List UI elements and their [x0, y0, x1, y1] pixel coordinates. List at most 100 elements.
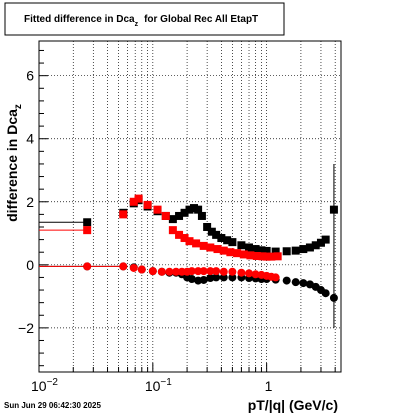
- data-point: [233, 249, 242, 258]
- data-point: [212, 230, 221, 239]
- data-point: [237, 268, 246, 277]
- data-point: [175, 211, 184, 220]
- data-point: [189, 204, 198, 213]
- data-point: [219, 273, 228, 282]
- data-point: [199, 275, 208, 284]
- x-axis-label: pT/|q| (GeV/c): [248, 397, 338, 413]
- data-point: [129, 263, 138, 272]
- data-point: [185, 237, 194, 246]
- chart-title-box: Fitted difference in Dcaz for Global Rec …: [4, 2, 285, 36]
- data-point: [148, 267, 157, 276]
- data-point: [329, 293, 338, 302]
- error-bars: [39, 163, 335, 328]
- data-point: [203, 222, 212, 231]
- data-point: [223, 236, 232, 245]
- data-point: [271, 273, 280, 282]
- data-point: [267, 252, 276, 261]
- data-point: [180, 208, 189, 217]
- data-point: [321, 235, 330, 244]
- data-point: [228, 267, 237, 276]
- data-point: [194, 205, 203, 214]
- data-point: [175, 230, 184, 239]
- data-point: [119, 210, 128, 219]
- data-point: [168, 226, 177, 235]
- data-point: [273, 252, 282, 261]
- data-point: [207, 227, 216, 236]
- data-point: [192, 239, 201, 248]
- series-group: [83, 262, 280, 282]
- data-point: [299, 245, 308, 254]
- data-point: [251, 245, 260, 254]
- data-point: [271, 247, 280, 256]
- y-tick-label: 0: [26, 257, 34, 273]
- data-point: [161, 211, 170, 220]
- data-point: [329, 205, 338, 214]
- data-point: [143, 200, 152, 209]
- data-point: [83, 262, 92, 271]
- data-point: [316, 238, 325, 247]
- data-point: [311, 241, 320, 250]
- data-point: [239, 250, 248, 259]
- data-point: [291, 278, 300, 287]
- x-tick-label: 1: [265, 378, 273, 394]
- data-point: [185, 205, 194, 214]
- data-point: [83, 226, 92, 235]
- data-point: [245, 243, 254, 252]
- data-point: [282, 247, 291, 256]
- data-point: [299, 279, 308, 288]
- axis-ticks: [38, 49, 336, 372]
- data-point: [212, 273, 221, 282]
- data-point: [217, 234, 226, 243]
- data-point: [134, 194, 143, 203]
- data-point: [262, 246, 271, 255]
- data-point: [199, 267, 208, 276]
- data-point: [245, 269, 254, 278]
- data-point: [165, 267, 174, 276]
- data-point: [212, 267, 221, 276]
- data-point: [251, 270, 260, 279]
- plot-frame: [38, 40, 342, 373]
- x-tick-label: 10−2: [31, 377, 58, 394]
- data-point: [157, 267, 166, 276]
- data-point: [206, 267, 215, 276]
- chart-title: Fitted difference in Dcaz for Global Rec …: [24, 14, 258, 28]
- data-point: [252, 251, 261, 260]
- y-tick-label: 4: [26, 131, 34, 147]
- data-point: [305, 243, 314, 252]
- data-point: [168, 215, 177, 224]
- data-point: [257, 246, 266, 255]
- data-point: [172, 267, 181, 276]
- y-tick-label: −2: [18, 320, 34, 336]
- data-point: [246, 251, 255, 260]
- tick-labels: −2 0 2 4 6 10−2 10−1 1: [18, 68, 273, 394]
- data-point: [206, 274, 215, 283]
- y-tick-label: 6: [26, 68, 34, 84]
- x-tick-label: 10−1: [145, 377, 172, 394]
- data-point: [197, 211, 206, 220]
- data-point: [206, 243, 215, 252]
- data-point: [213, 245, 222, 254]
- data-point: [119, 262, 128, 271]
- data-point: [219, 267, 228, 276]
- data-point: [153, 205, 162, 214]
- data-point: [226, 248, 235, 257]
- y-tick-label: 2: [26, 194, 34, 210]
- data-point: [237, 241, 246, 250]
- data-point: [291, 246, 300, 255]
- data-point: [180, 234, 189, 243]
- data-point: [137, 265, 146, 274]
- data-point: [262, 252, 271, 261]
- data-point: [187, 275, 196, 284]
- data-point: [219, 246, 228, 255]
- data-series: [83, 194, 338, 302]
- data-point: [321, 289, 330, 298]
- timestamp-label: Sun Jun 29 06:42:30 2025: [4, 401, 101, 410]
- data-point: [83, 218, 92, 227]
- series-group: [83, 194, 282, 261]
- data-point: [228, 273, 237, 282]
- y-axis-label: difference in Dcaz: [4, 104, 24, 222]
- data-point: [194, 267, 203, 276]
- data-point: [187, 267, 196, 276]
- data-point: [282, 276, 291, 285]
